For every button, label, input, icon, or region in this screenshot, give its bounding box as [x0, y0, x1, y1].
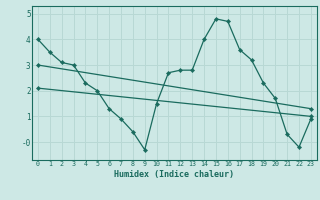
X-axis label: Humidex (Indice chaleur): Humidex (Indice chaleur) — [115, 170, 234, 179]
